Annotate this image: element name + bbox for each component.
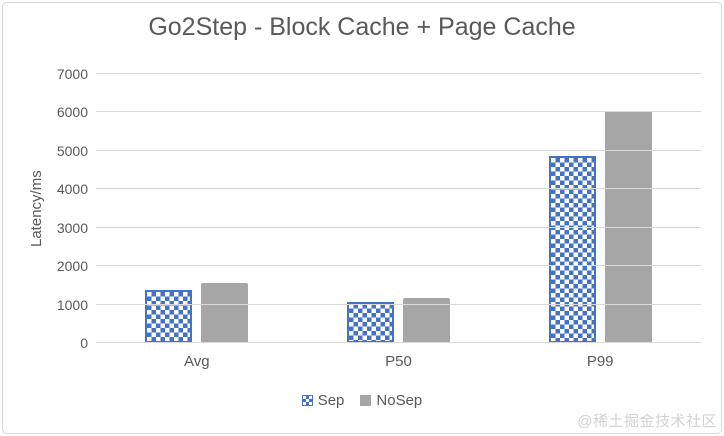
y-tick-label: 7000: [56, 66, 88, 82]
y-tick-label: 3000: [56, 219, 88, 236]
bar-sep-p99: [548, 155, 596, 343]
gridline: [96, 342, 701, 343]
y-tick-label: 5000: [56, 142, 88, 159]
legend-item-nosep: NoSep: [360, 392, 422, 409]
y-tick-label: 0: [80, 335, 88, 351]
category-slot-p50: [298, 74, 500, 343]
y-axis-tick-labels: 0 1000 2000 3000 4000 5000 6000 7000: [0, 66, 88, 351]
gridline: [96, 265, 701, 267]
category-slot-avg: [96, 74, 298, 343]
gridline: [96, 226, 701, 228]
y-tick-label: 6000: [56, 104, 88, 121]
legend: Sep NoSep: [0, 392, 724, 409]
plot-area: [96, 73, 701, 343]
legend-label-nosep: NoSep: [376, 392, 423, 409]
gridline: [96, 303, 701, 305]
gridline: [96, 73, 701, 74]
legend-item-sep: Sep: [301, 392, 345, 409]
bar-nosep-avg: [201, 283, 249, 343]
chart-title: Go2Step - Block Cache + Page Cache: [148, 13, 576, 41]
bar-sep-avg: [145, 290, 193, 343]
x-axis-label-p99: P99: [586, 353, 614, 370]
x-axis-labels: Avg P50 P99: [96, 353, 701, 370]
sep-checker-swatch-icon: [301, 395, 313, 406]
bar-sep-p50: [347, 301, 394, 343]
nosep-solid-swatch-icon: [360, 395, 372, 406]
gridline: [96, 188, 701, 190]
x-axis-label-avg: Avg: [184, 353, 210, 370]
bar-nosep-p50: [403, 297, 450, 343]
y-tick-label: 2000: [56, 258, 88, 275]
legend-label-sep: Sep: [317, 392, 345, 409]
y-tick-label: 4000: [56, 181, 88, 198]
gridline: [96, 111, 701, 113]
gridline: [96, 149, 701, 151]
watermark: @稀土掘金技术社区: [577, 413, 717, 430]
x-axis-label-p50: P50: [385, 353, 412, 370]
y-tick-label: 1000: [56, 296, 88, 313]
